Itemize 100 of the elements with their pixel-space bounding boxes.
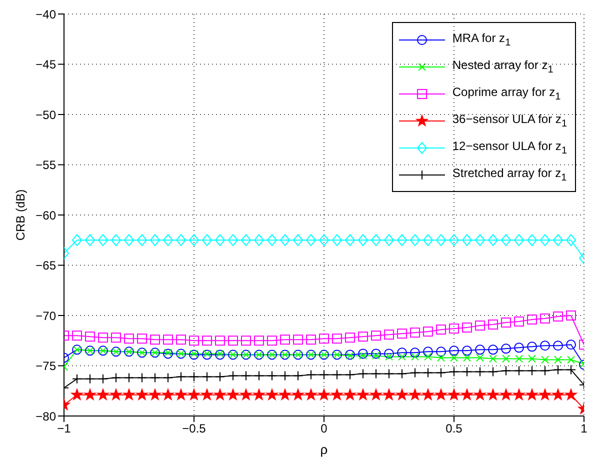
point — [124, 234, 134, 246]
legend-label: Stretched array for z$_{1}$ — [452, 166, 567, 184]
point — [461, 388, 473, 400]
point — [553, 234, 563, 246]
point — [358, 332, 368, 342]
point — [567, 356, 575, 364]
point — [280, 370, 290, 381]
point — [292, 388, 304, 400]
point — [422, 388, 434, 400]
y-tick-label: −80 — [36, 409, 56, 424]
point — [215, 372, 225, 382]
point — [475, 344, 485, 355]
point — [149, 388, 161, 400]
point — [487, 388, 499, 400]
point — [384, 234, 394, 246]
point — [566, 310, 576, 320]
point — [450, 354, 458, 362]
point — [267, 234, 277, 246]
point — [358, 234, 368, 246]
point — [136, 388, 148, 400]
point — [306, 234, 316, 246]
point — [396, 388, 408, 400]
point — [175, 388, 187, 400]
point — [410, 328, 420, 338]
point — [553, 312, 563, 322]
point — [98, 234, 108, 246]
point — [111, 234, 121, 246]
point — [228, 234, 238, 246]
point — [189, 234, 199, 246]
point — [553, 340, 563, 351]
point — [397, 328, 407, 339]
point — [436, 234, 446, 246]
point — [540, 366, 550, 376]
point — [554, 356, 562, 364]
point — [462, 322, 472, 333]
point — [319, 334, 329, 344]
point — [423, 326, 433, 337]
point — [202, 336, 212, 346]
point — [514, 366, 524, 376]
point — [124, 372, 134, 383]
point — [111, 332, 121, 343]
x-tick-label: −0.5 — [182, 422, 206, 436]
point — [527, 366, 537, 376]
point — [437, 354, 445, 362]
point — [85, 234, 95, 246]
point — [280, 334, 290, 345]
point — [305, 388, 317, 400]
point — [345, 332, 355, 343]
point — [475, 234, 485, 246]
point — [318, 388, 330, 400]
point — [189, 372, 199, 382]
point — [566, 234, 576, 246]
point — [358, 348, 368, 359]
point — [462, 366, 472, 377]
point — [540, 340, 550, 351]
x-tick-label: 1 — [580, 422, 588, 436]
point — [397, 234, 407, 246]
y-tick-label: −45 — [36, 58, 56, 72]
point — [488, 366, 498, 377]
y-tick-label: −50 — [36, 108, 56, 122]
point — [383, 388, 395, 400]
point — [501, 344, 511, 354]
point — [501, 234, 511, 246]
point — [409, 388, 421, 400]
point — [71, 388, 83, 400]
point — [279, 388, 291, 400]
point — [280, 234, 290, 246]
point — [398, 352, 406, 361]
x-tick-label: 0 — [320, 422, 328, 436]
point — [540, 234, 550, 246]
y-tick-label: −55 — [36, 158, 56, 172]
point — [306, 370, 316, 380]
point — [215, 336, 225, 346]
point — [502, 354, 510, 363]
point — [449, 324, 459, 334]
point — [85, 374, 95, 384]
point — [475, 320, 485, 331]
point — [435, 388, 447, 400]
point — [424, 352, 432, 361]
point — [436, 368, 446, 378]
y-tick-label: −40 — [36, 7, 56, 22]
point — [332, 370, 342, 380]
point — [463, 354, 471, 362]
point — [423, 234, 433, 246]
point — [488, 344, 498, 355]
point — [370, 388, 382, 400]
point — [241, 234, 251, 246]
point — [98, 332, 108, 343]
point — [501, 318, 511, 328]
point — [448, 388, 460, 400]
point — [85, 332, 95, 342]
point — [123, 388, 135, 400]
point — [527, 342, 537, 352]
point — [215, 234, 225, 246]
point — [306, 334, 316, 345]
point — [514, 316, 524, 327]
point — [240, 388, 252, 400]
point — [384, 348, 394, 359]
point — [110, 388, 122, 400]
point — [188, 388, 200, 400]
